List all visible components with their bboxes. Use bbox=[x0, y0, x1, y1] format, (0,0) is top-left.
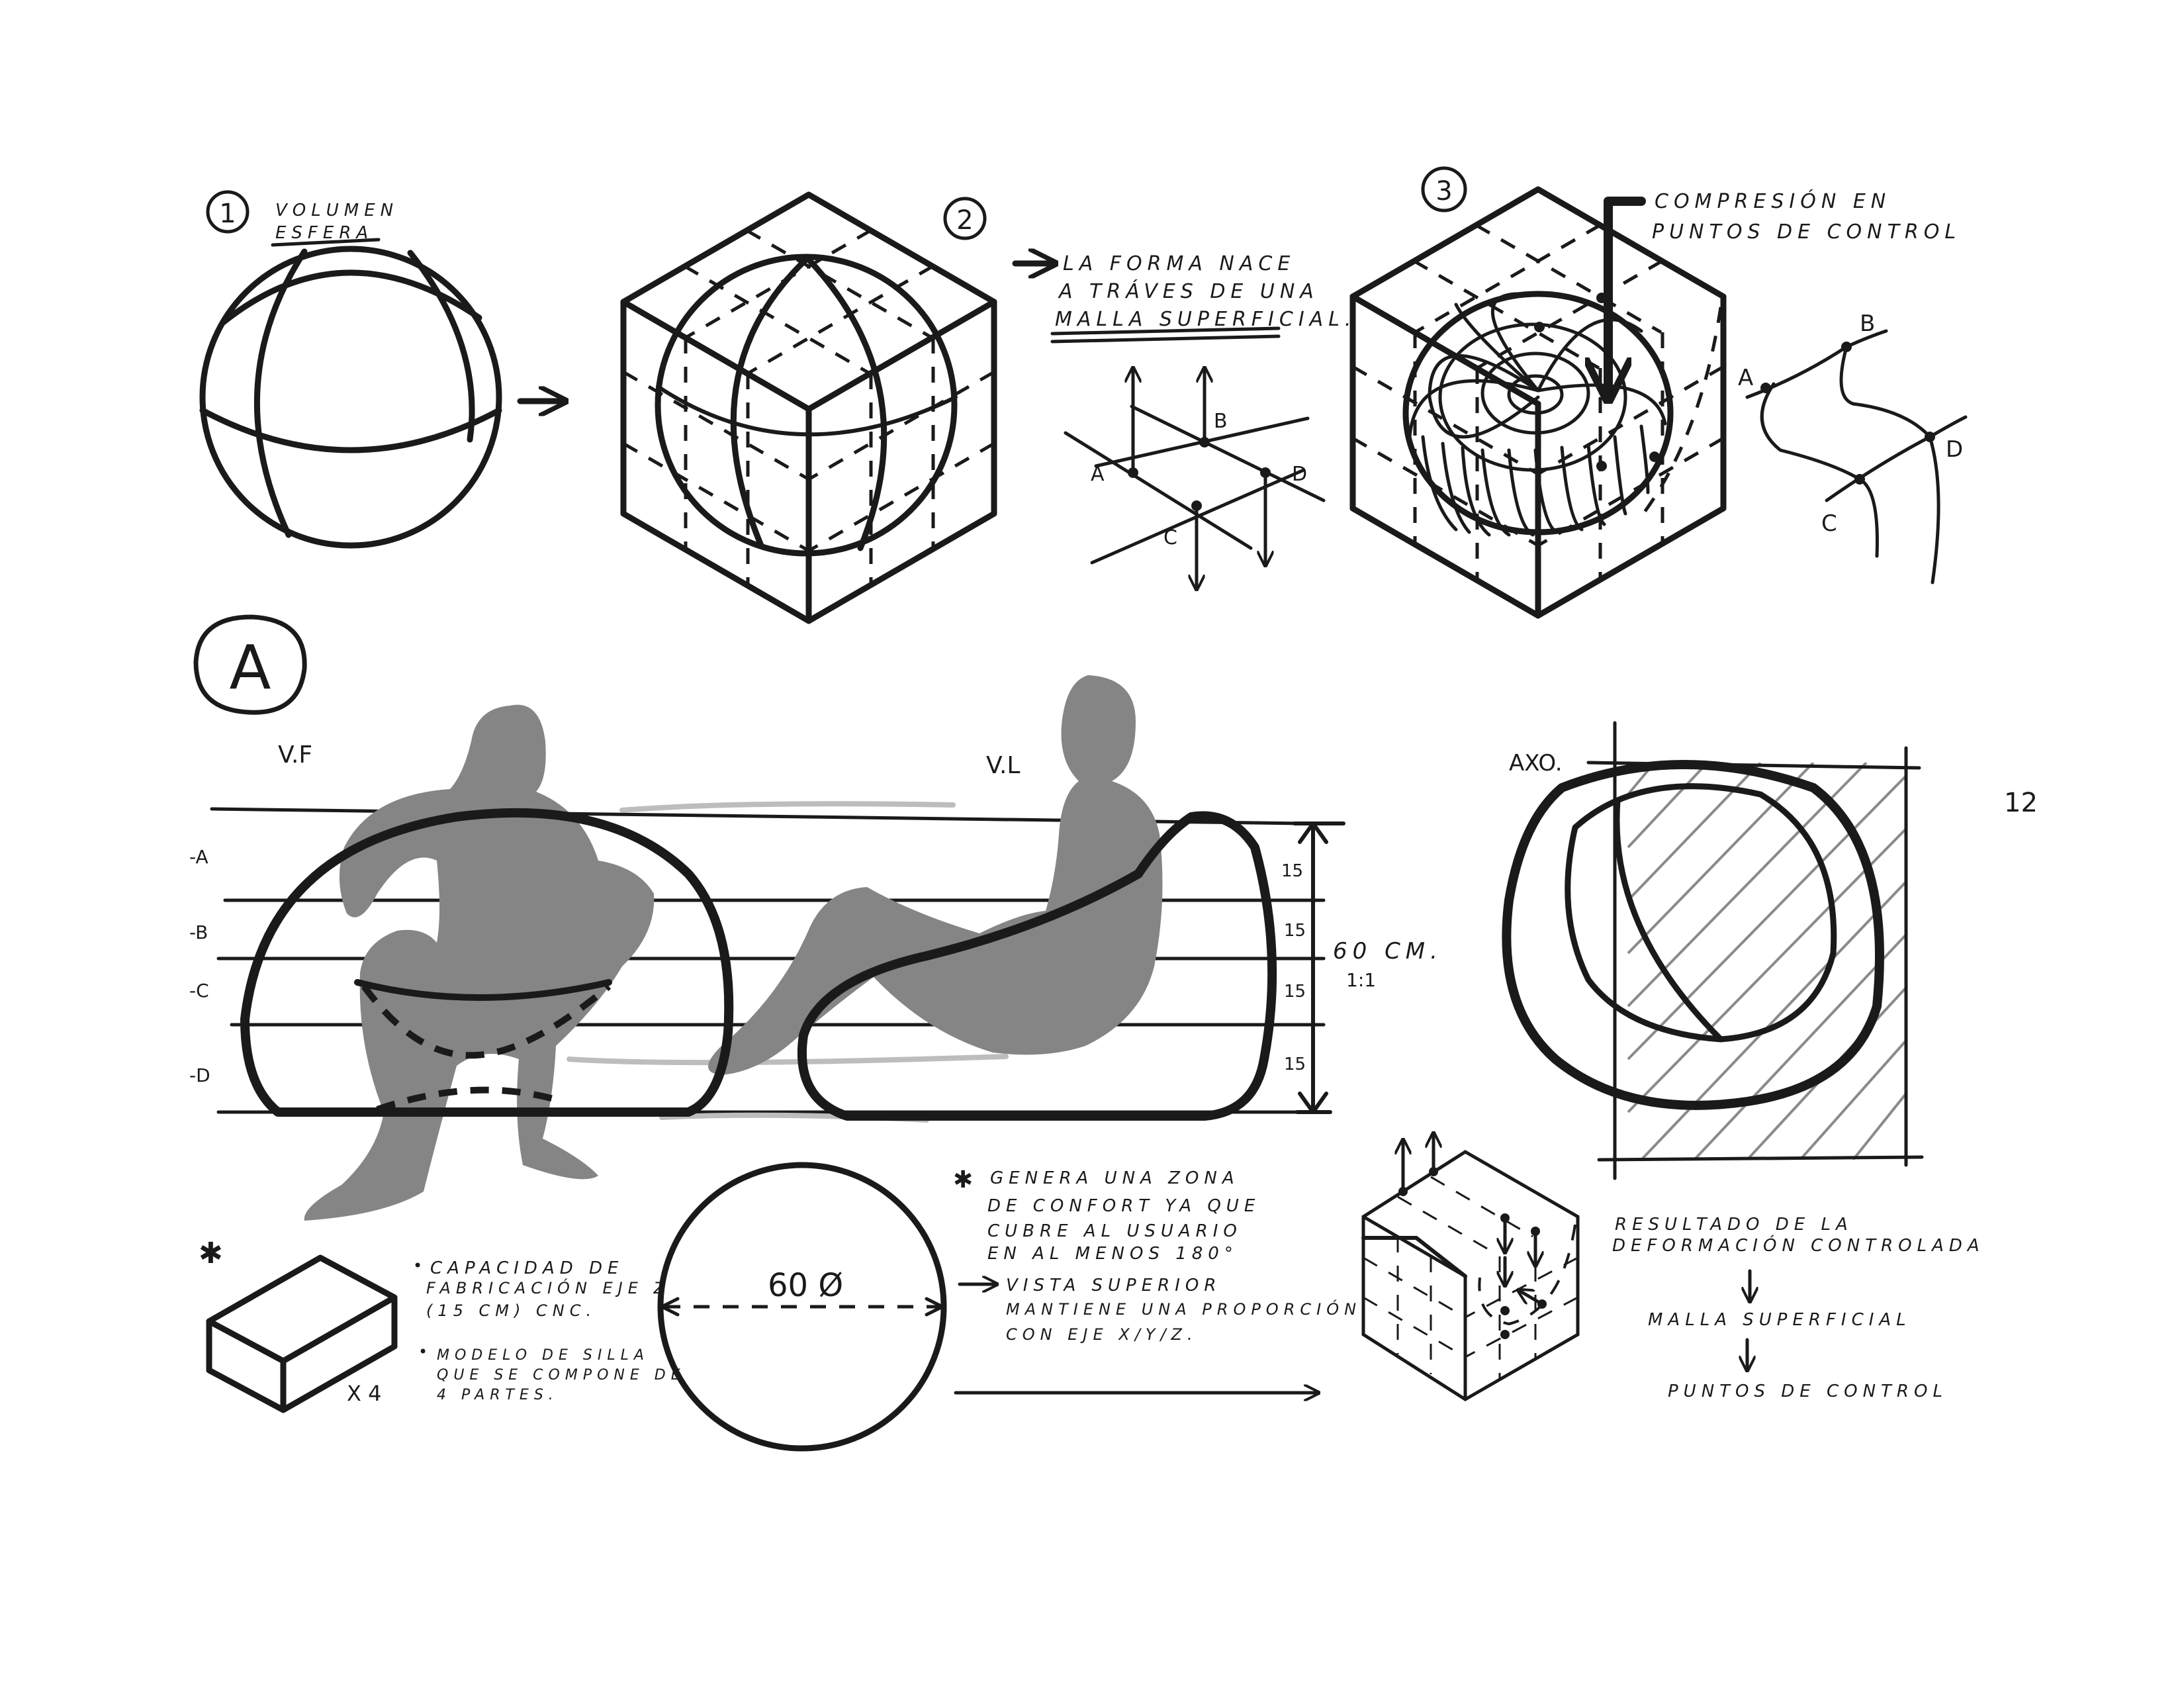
step2-control-grid: A B C D bbox=[1064, 369, 1326, 588]
cnc-block bbox=[206, 1254, 398, 1413]
comfort-line1: GENERA UNA ZONA bbox=[990, 1168, 1240, 1188]
block-multiplier: X 4 bbox=[347, 1381, 381, 1406]
fabrication-line3: (15 CM) CNC. bbox=[426, 1301, 596, 1320]
model-line1: MODELO DE SILLA bbox=[437, 1347, 649, 1364]
dimension-segment-2: 15 bbox=[1284, 921, 1306, 941]
fabrication-line1: CAPACIDAD DE bbox=[430, 1258, 623, 1278]
dimension-segment-1: 15 bbox=[1281, 861, 1303, 881]
comfort-line4: EN AL MENOS 180° bbox=[987, 1244, 1238, 1264]
step1-sphere bbox=[199, 246, 502, 549]
step3-point-c: C bbox=[1821, 510, 1837, 537]
axo-shadow-hatch-area bbox=[1617, 763, 1906, 1162]
step3-compression-arrow bbox=[1608, 197, 1646, 395]
side-view-chair bbox=[797, 811, 1277, 1121]
step2-note-underline-1 bbox=[1050, 326, 1281, 336]
step2-note-line3: MALLA SUPERFICIAL. bbox=[1055, 308, 1356, 331]
level-label-a: -A bbox=[189, 846, 208, 868]
step3-cube-group: 3 bbox=[1349, 166, 1961, 619]
height-dimension bbox=[1293, 821, 1345, 1114]
step2-point-b: B bbox=[1214, 410, 1228, 433]
result-line1: RESULTADO DE LA bbox=[1615, 1215, 1853, 1235]
level-label-d: -D bbox=[189, 1064, 210, 1086]
fabrication-line2: FABRICACIÓN EJE Z bbox=[426, 1278, 670, 1297]
flow-step1: MALLA SUPERFICIAL bbox=[1648, 1310, 1911, 1330]
comfort-line3: CUBRE AL USUARIO bbox=[987, 1221, 1242, 1241]
top-view-line3: CON EJE X/Y/Z. bbox=[1006, 1325, 1198, 1344]
page-number: 12 bbox=[2004, 788, 2038, 818]
step3-control-grid: A B C D bbox=[1738, 310, 1968, 585]
diameter-label: 60 Ø bbox=[768, 1267, 843, 1304]
step3-note-line2: PUNTOS DE CONTROL bbox=[1652, 220, 1961, 244]
fabrication-bullet: • bbox=[413, 1256, 422, 1275]
step1-underline bbox=[271, 238, 381, 247]
step2-cube-group: 2 LA FORMA NACE A TR bbox=[620, 191, 1356, 624]
step2-note-underline-2 bbox=[1050, 334, 1281, 344]
side-view-label: V.L bbox=[986, 752, 1021, 779]
step2-note-line2: A TRÁVES DE UNA bbox=[1058, 279, 1319, 303]
step3-note-line1: COMPRESIÓN EN bbox=[1655, 189, 1891, 213]
front-view-human-silhouette bbox=[304, 704, 655, 1221]
model-line3: 4 PARTES. bbox=[437, 1387, 559, 1403]
step2-cube bbox=[620, 191, 997, 624]
axo-label: AXO. bbox=[1509, 750, 1563, 776]
step2-number-circle bbox=[943, 197, 987, 240]
step2-inner-sphere bbox=[655, 254, 958, 557]
comfort-asterisk: ✱ bbox=[953, 1166, 973, 1194]
scale-label: 1:1 bbox=[1346, 969, 1376, 991]
step2-point-a: A bbox=[1091, 463, 1105, 486]
step1-label-line1: VOLUMEN bbox=[275, 201, 398, 220]
comfort-line2: DE CONFORT YA QUE bbox=[987, 1196, 1260, 1216]
step2-point-d: D bbox=[1292, 463, 1307, 486]
step2-note-line1: LA FORMA NACE bbox=[1063, 252, 1295, 275]
step3-dashed-deformation-curve bbox=[1639, 306, 1723, 518]
top-view-circle bbox=[657, 1162, 947, 1452]
step1-number: 1 bbox=[219, 199, 236, 229]
step3-point-b: B bbox=[1860, 310, 1875, 337]
step3-number-circle bbox=[1421, 166, 1467, 212]
step3-point-a: A bbox=[1738, 365, 1753, 391]
front-view-chair bbox=[240, 808, 734, 1117]
section-a-badge: A bbox=[193, 614, 307, 715]
step2-point-c: C bbox=[1163, 526, 1177, 549]
level-label-c: -C bbox=[189, 980, 209, 1002]
dimension-segment-4: 15 bbox=[1284, 1055, 1306, 1074]
result-grid-cube bbox=[1361, 1135, 1580, 1401]
model-bullet: • bbox=[418, 1342, 428, 1361]
step3-point-d: D bbox=[1946, 436, 1963, 463]
top-view-line1: VISTA SUPERIOR bbox=[1006, 1276, 1221, 1295]
step1-number-circle bbox=[206, 190, 250, 234]
flow-step2: PUNTOS DE CONTROL bbox=[1668, 1382, 1948, 1401]
section-a-letter: A bbox=[230, 632, 271, 703]
dimension-segment-3: 15 bbox=[1284, 982, 1306, 1002]
model-line2: QUE SE COMPONE DE bbox=[437, 1367, 686, 1383]
step2-number: 2 bbox=[956, 205, 973, 236]
result-line2: DEFORMACIÓN CONTROLADA bbox=[1612, 1235, 1985, 1256]
top-view-line2: MANTIENE UNA PROPORCIÓN bbox=[1006, 1299, 1361, 1319]
block-asterisk: ✱ bbox=[199, 1237, 223, 1270]
front-view-label: V.F bbox=[278, 741, 312, 769]
step3-number: 3 bbox=[1435, 176, 1452, 207]
level-label-b: -B bbox=[189, 921, 208, 943]
total-height-label: 60 CM. bbox=[1333, 938, 1443, 964]
axo-chair bbox=[1502, 721, 1924, 1180]
step1-sphere-group: 1 VOLUMEN ESFERA bbox=[199, 190, 563, 549]
side-view-human-silhouette bbox=[708, 675, 1163, 1075]
